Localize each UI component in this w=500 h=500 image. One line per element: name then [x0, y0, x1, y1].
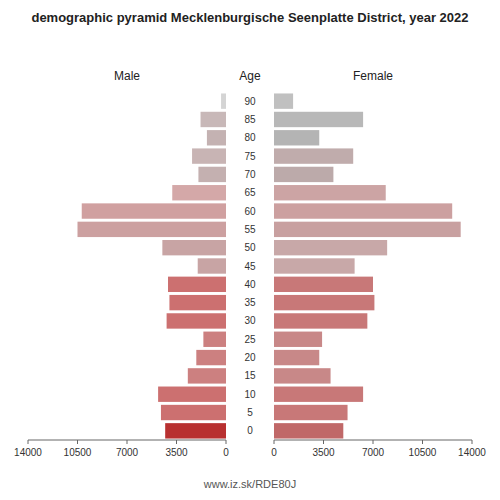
bar	[274, 240, 387, 255]
category-label: 15	[244, 370, 256, 381]
bar	[274, 277, 373, 292]
tick	[226, 440, 227, 444]
bar	[161, 405, 226, 420]
category-label: 40	[244, 279, 256, 290]
category-label: 60	[244, 206, 256, 217]
bar	[207, 130, 226, 145]
tick	[77, 440, 78, 444]
bar	[196, 350, 226, 365]
bar	[221, 93, 226, 108]
bar	[274, 222, 461, 237]
category-label: 55	[244, 224, 256, 235]
category-label: 65	[244, 187, 256, 198]
bar	[168, 277, 226, 292]
bar	[274, 130, 319, 145]
tick-label: 7000	[116, 447, 139, 458]
tick-label: 14000	[458, 447, 486, 458]
bar	[188, 368, 226, 383]
chart: demographic pyramid Mecklenburgische See…	[0, 0, 500, 500]
bar	[274, 332, 322, 347]
category-label: 20	[244, 352, 256, 363]
bar	[274, 203, 452, 218]
bar	[274, 167, 333, 182]
tick	[422, 440, 423, 444]
bar	[274, 295, 374, 310]
category-label: 10	[244, 389, 256, 400]
bar	[198, 258, 226, 273]
bar	[78, 222, 227, 237]
tick	[176, 440, 177, 444]
female-bars	[274, 93, 461, 438]
category-label: 75	[244, 151, 256, 162]
category-label: 90	[244, 96, 256, 107]
axis-label: Age	[239, 69, 261, 83]
title: demographic pyramid Mecklenburgische See…	[31, 10, 468, 25]
bar	[198, 167, 226, 182]
category-label: 50	[244, 242, 256, 253]
series-label: Male	[114, 69, 140, 83]
tick	[472, 440, 473, 444]
bar	[274, 93, 293, 108]
tick-label: 10500	[409, 447, 437, 458]
tick-label: 10500	[64, 447, 92, 458]
category-label: 5	[247, 407, 253, 418]
tick-label: 3500	[165, 447, 188, 458]
bar	[158, 387, 226, 402]
bar	[167, 313, 226, 328]
annotation: www.iz.sk/RDE80J	[203, 478, 296, 490]
category-label: 0	[247, 425, 253, 436]
bar	[82, 203, 226, 218]
bar	[274, 185, 386, 200]
bar	[192, 148, 226, 163]
bar	[201, 112, 226, 127]
tick	[274, 440, 275, 444]
series-label: Female	[353, 69, 393, 83]
bar	[274, 423, 343, 438]
category-label: 80	[244, 132, 256, 143]
category-label: 35	[244, 297, 256, 308]
bar	[274, 387, 363, 402]
bar	[165, 423, 226, 438]
bar	[274, 313, 367, 328]
tick-label: 0	[223, 447, 229, 458]
bar	[274, 112, 363, 127]
bar	[274, 258, 355, 273]
category-label: 30	[244, 315, 256, 326]
category-label: 70	[244, 169, 256, 180]
bar	[172, 185, 226, 200]
tick	[373, 440, 374, 444]
tick-label: 3500	[312, 447, 335, 458]
tick	[323, 440, 324, 444]
category-label: 45	[244, 261, 256, 272]
bar	[162, 240, 226, 255]
tick	[28, 440, 29, 444]
tick-label: 7000	[362, 447, 385, 458]
male-bars	[78, 93, 227, 438]
category-label: 25	[244, 334, 256, 345]
bar	[274, 368, 331, 383]
tick-label: 14000	[14, 447, 42, 458]
bar	[274, 148, 353, 163]
bar	[203, 332, 226, 347]
tick	[127, 440, 128, 444]
tick-label: 0	[271, 447, 277, 458]
bar	[274, 405, 348, 420]
category-label: 85	[244, 114, 256, 125]
bar	[274, 350, 319, 365]
bar	[169, 295, 226, 310]
